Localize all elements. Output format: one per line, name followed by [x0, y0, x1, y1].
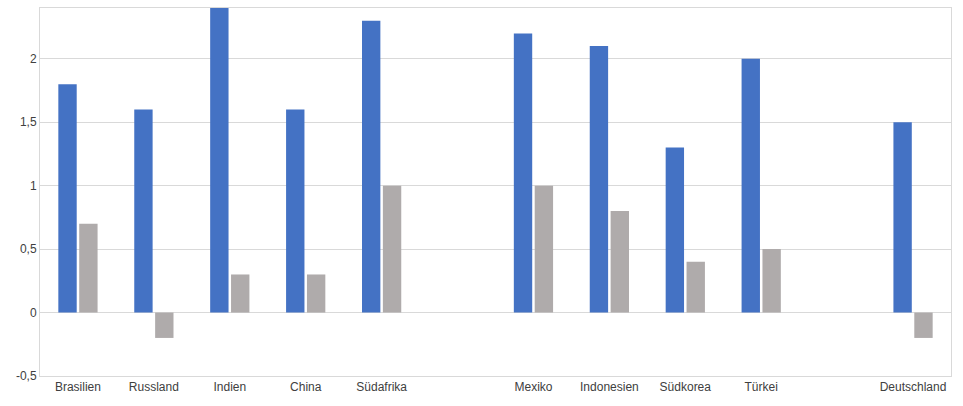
- svg-text:Mexiko: Mexiko: [514, 380, 552, 394]
- svg-text:-0,5: -0,5: [16, 369, 37, 383]
- svg-text:Südafrika: Südafrika: [356, 380, 407, 394]
- svg-text:1: 1: [30, 179, 37, 193]
- svg-text:Türkei: Türkei: [745, 380, 778, 394]
- svg-text:Brasilien: Brasilien: [55, 380, 101, 394]
- svg-text:Indien: Indien: [213, 380, 246, 394]
- svg-text:Russland: Russland: [129, 380, 179, 394]
- svg-text:0,5: 0,5: [20, 242, 37, 256]
- svg-text:China: China: [290, 380, 322, 394]
- svg-text:0: 0: [30, 306, 37, 320]
- svg-text:1,5: 1,5: [20, 115, 37, 129]
- svg-text:2: 2: [30, 52, 37, 66]
- svg-text:Südkorea: Südkorea: [660, 380, 712, 394]
- svg-text:Deutschland: Deutschland: [880, 380, 947, 394]
- svg-text:Indonesien: Indonesien: [580, 380, 639, 394]
